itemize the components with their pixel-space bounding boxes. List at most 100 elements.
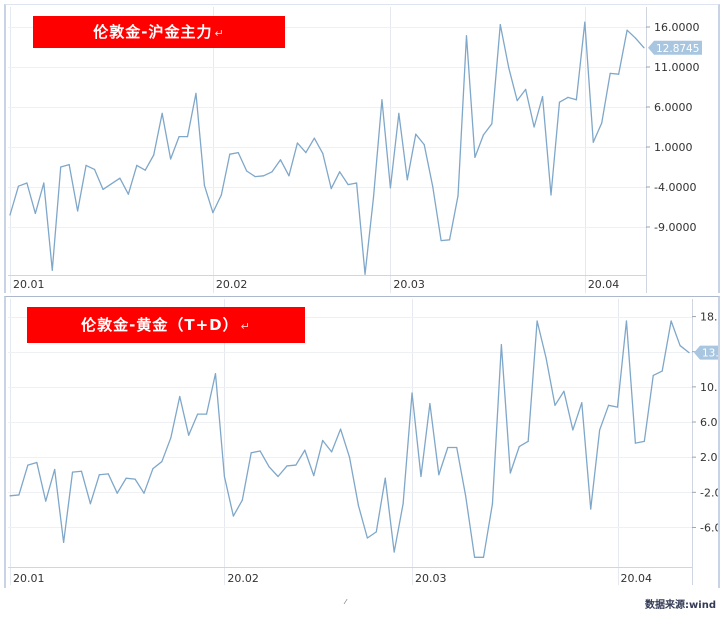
line-chart-bottom: 18.000014.000010.00006.00002.0000-2.0000… xyxy=(8,299,718,585)
data-point xyxy=(339,428,342,430)
data-point xyxy=(381,99,383,101)
data-point xyxy=(465,35,468,37)
data-point xyxy=(634,37,637,39)
data-point xyxy=(536,320,538,322)
data-point xyxy=(197,413,199,415)
data-point xyxy=(18,494,20,496)
data-point xyxy=(554,404,556,406)
data-point xyxy=(186,136,189,138)
paragraph-mark-icon: ↵ xyxy=(214,27,225,40)
data-point xyxy=(482,134,484,136)
anchor-mark-icon: ⁄ xyxy=(345,598,347,606)
data-point xyxy=(429,402,431,405)
data-point xyxy=(406,179,408,181)
data-point xyxy=(516,100,518,102)
data-point xyxy=(116,492,118,494)
data-point xyxy=(679,344,681,347)
x-tick-label: 20.03 xyxy=(393,278,425,291)
data-point xyxy=(366,537,368,539)
data-point xyxy=(127,193,129,195)
data-point xyxy=(545,357,547,359)
data-point xyxy=(423,144,425,146)
data-point xyxy=(34,212,36,214)
data-point xyxy=(144,169,146,171)
data-point xyxy=(71,471,74,473)
data-point xyxy=(143,492,145,494)
data-point xyxy=(411,392,413,394)
data-point xyxy=(277,475,279,478)
data-point xyxy=(223,475,226,478)
chart-title-top-text: 伦敦金-沪金主力 xyxy=(93,23,213,41)
data-point xyxy=(491,123,493,125)
data-point xyxy=(170,437,172,439)
y-tick-label: 16.0000 xyxy=(654,21,700,34)
data-point xyxy=(601,122,603,124)
data-point xyxy=(304,449,306,451)
data-point xyxy=(670,320,672,322)
data-point xyxy=(402,503,404,505)
data-point xyxy=(607,404,610,406)
data-point xyxy=(393,551,395,553)
data-point xyxy=(372,196,375,198)
last-value-badge xyxy=(648,40,702,55)
data-point xyxy=(508,67,510,69)
y-tick-label: -2.0000 xyxy=(700,486,718,499)
data-point xyxy=(473,556,476,558)
data-point xyxy=(592,141,594,143)
data-point xyxy=(232,515,234,517)
data-point xyxy=(9,495,11,497)
data-point xyxy=(60,166,62,168)
data-point xyxy=(214,373,217,375)
data-point xyxy=(447,446,449,449)
data-point xyxy=(384,477,386,479)
y-tick-label: -4.0000 xyxy=(654,181,696,194)
x-tick-label: 20.03 xyxy=(415,572,447,585)
data-point xyxy=(440,240,442,242)
data-point xyxy=(533,126,535,128)
data-point xyxy=(572,429,574,431)
data-point xyxy=(9,214,11,216)
data-point xyxy=(259,450,261,452)
data-point xyxy=(54,468,56,471)
data-point xyxy=(625,320,628,322)
data-point xyxy=(465,495,467,497)
chart-panel-bottom: 18.000014.000010.00006.00002.0000-2.0000… xyxy=(4,296,720,589)
data-point xyxy=(525,88,527,90)
data-point xyxy=(268,466,270,468)
data-point xyxy=(609,72,611,74)
data-point xyxy=(26,182,28,184)
data-point xyxy=(110,183,113,185)
data-point xyxy=(203,184,206,186)
y-tick-label: 6.0000 xyxy=(654,101,693,114)
data-point xyxy=(170,158,172,160)
data-point xyxy=(229,153,231,155)
data-point xyxy=(491,503,494,505)
data-point xyxy=(509,472,511,474)
data-point xyxy=(688,352,690,354)
data-point xyxy=(313,137,315,139)
data-point xyxy=(80,470,83,472)
data-point xyxy=(652,374,654,377)
data-point xyxy=(357,504,360,507)
data-point xyxy=(205,413,208,415)
data-point xyxy=(246,170,248,172)
data-point xyxy=(355,182,358,184)
data-point xyxy=(313,475,315,477)
data-point xyxy=(77,210,79,212)
data-point xyxy=(500,344,502,346)
data-point xyxy=(152,467,154,470)
data-point xyxy=(188,434,190,436)
data-point xyxy=(237,152,239,154)
data-point xyxy=(541,96,544,98)
data-point xyxy=(575,99,577,101)
x-tick-label: 20.02 xyxy=(227,572,259,585)
data-point xyxy=(212,212,214,214)
data-point xyxy=(179,395,181,398)
y-tick-label: 10.0000 xyxy=(700,381,718,394)
data-point xyxy=(241,499,243,501)
last-value-label: 13.8997 xyxy=(702,348,718,360)
data-point xyxy=(375,531,377,533)
data-point xyxy=(195,92,197,94)
chart-title-top: 伦敦金-沪金主力 ↵ xyxy=(33,16,285,48)
data-point xyxy=(499,24,501,26)
